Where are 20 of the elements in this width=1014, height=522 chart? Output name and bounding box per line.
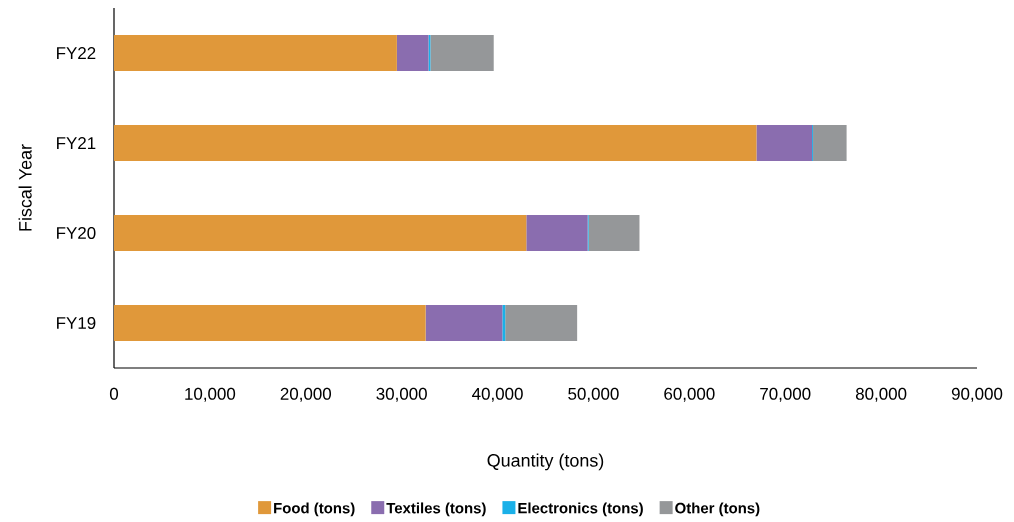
y-tick-label: FY21 xyxy=(57,137,96,149)
x-tick-label: 10,000 xyxy=(185,387,236,402)
x-tick-label: 80,000 xyxy=(855,387,907,402)
legend-label: Food (tons) xyxy=(274,502,355,517)
x-axis-title: Quantity (tons) xyxy=(487,453,604,471)
legend-label: Textiles (tons) xyxy=(386,502,486,517)
y-axis-title: Fiscal Year xyxy=(18,144,32,231)
x-tick-label: 40,000 xyxy=(472,387,523,402)
legend-label: Other (tons) xyxy=(675,502,760,517)
x-tick-label: 50,000 xyxy=(568,387,619,402)
x-tick-label: 0 xyxy=(109,387,119,400)
y-tick-label: FY19 xyxy=(57,317,96,329)
y-tick-label: FY20 xyxy=(57,227,96,239)
x-tick-label: 60,000 xyxy=(664,387,715,402)
y-tick-label: FY22 xyxy=(57,47,96,59)
legend-label: Electronics (tons) xyxy=(518,502,643,517)
x-tick-label: 30,000 xyxy=(376,387,427,402)
x-tick-label: 20,000 xyxy=(280,387,332,402)
x-tick-label: 90,000 xyxy=(951,387,1003,402)
x-tick-label: 70,000 xyxy=(760,387,811,402)
